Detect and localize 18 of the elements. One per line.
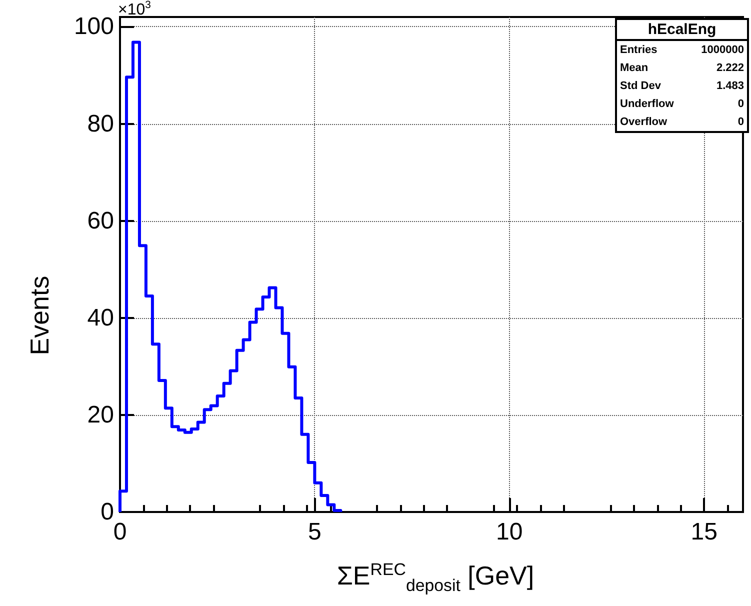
x-tick-label: 15	[690, 518, 718, 546]
x-tick-label: 10	[496, 518, 523, 546]
x-axis-title: ΣE$^{REC}$$_{deposit}$ [GeV]	[336, 560, 536, 596]
text: Entries 1000000	[620, 44, 744, 56]
y-axis-title: Events	[24, 274, 56, 358]
y-tick-label: 80	[87, 110, 114, 138]
annotation: ×10$^{3}$	[118, 0, 151, 20]
text: Overflow 0	[620, 116, 744, 128]
y-tick-label: 40	[87, 304, 114, 332]
y-tick-label: 100	[74, 13, 114, 40]
x-tick-label: 5	[308, 518, 322, 546]
y-tick-label: 60	[87, 207, 114, 234]
text: Std Dev 1.483	[620, 80, 744, 92]
text: Mean 2.222	[620, 62, 744, 74]
y-tick-label: 0	[100, 498, 114, 526]
text: Underflow 0	[620, 98, 744, 110]
y-tick-label: 20	[87, 401, 114, 428]
annotation: hEcalEng	[617, 20, 747, 41]
